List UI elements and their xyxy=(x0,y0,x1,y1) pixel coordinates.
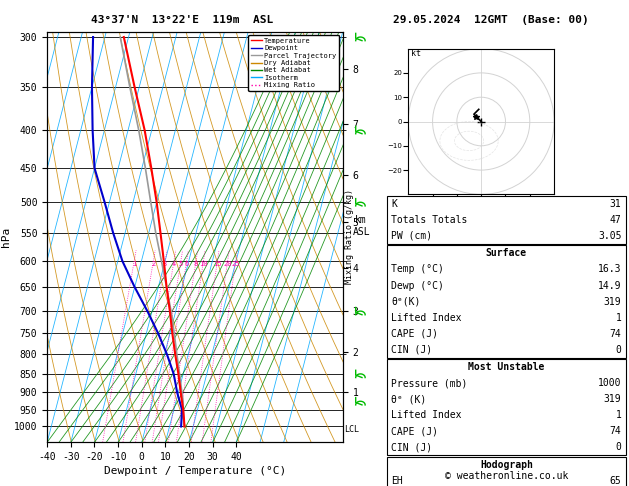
Text: kt: kt xyxy=(411,49,421,58)
Text: 1: 1 xyxy=(132,261,136,267)
Text: © weatheronline.co.uk: © weatheronline.co.uk xyxy=(445,471,568,481)
Text: 25: 25 xyxy=(231,261,240,267)
Text: 319: 319 xyxy=(604,296,621,307)
Text: 43°37'N  13°22'E  119m  ASL: 43°37'N 13°22'E 119m ASL xyxy=(91,15,274,25)
Text: θᵉ (K): θᵉ (K) xyxy=(391,394,426,404)
Text: 15: 15 xyxy=(213,261,221,267)
Text: Dewp (°C): Dewp (°C) xyxy=(391,280,444,291)
Text: 2: 2 xyxy=(151,261,155,267)
Text: 10: 10 xyxy=(199,261,208,267)
Text: CAPE (J): CAPE (J) xyxy=(391,426,438,436)
Text: Hodograph: Hodograph xyxy=(480,460,533,470)
Text: Temp (°C): Temp (°C) xyxy=(391,264,444,275)
Legend: Temperature, Dewpoint, Parcel Trajectory, Dry Adiabat, Wet Adiabat, Isotherm, Mi: Temperature, Dewpoint, Parcel Trajectory… xyxy=(248,35,339,91)
Text: 74: 74 xyxy=(610,329,621,339)
Y-axis label: hPa: hPa xyxy=(1,227,11,247)
Text: Most Unstable: Most Unstable xyxy=(468,362,545,372)
Text: 29.05.2024  12GMT  (Base: 00): 29.05.2024 12GMT (Base: 00) xyxy=(392,15,589,25)
Text: Lifted Index: Lifted Index xyxy=(391,410,462,420)
Text: 14.9: 14.9 xyxy=(598,280,621,291)
Y-axis label: km
ASL: km ASL xyxy=(352,215,370,237)
Text: 31: 31 xyxy=(610,199,621,209)
Text: 5: 5 xyxy=(179,261,183,267)
Text: 0: 0 xyxy=(616,345,621,355)
Text: K: K xyxy=(391,199,397,209)
Text: 65: 65 xyxy=(610,476,621,486)
Text: Surface: Surface xyxy=(486,248,527,259)
Text: 47: 47 xyxy=(610,215,621,225)
Text: 8: 8 xyxy=(194,261,198,267)
Text: CIN (J): CIN (J) xyxy=(391,442,432,452)
Text: 4: 4 xyxy=(172,261,176,267)
Text: 16.3: 16.3 xyxy=(598,264,621,275)
Text: CAPE (J): CAPE (J) xyxy=(391,329,438,339)
Text: 3.05: 3.05 xyxy=(598,231,621,241)
Text: 74: 74 xyxy=(610,426,621,436)
Text: Totals Totals: Totals Totals xyxy=(391,215,467,225)
Text: PW (cm): PW (cm) xyxy=(391,231,432,241)
Text: 319: 319 xyxy=(604,394,621,404)
Text: Mixing Ratio (g/kg): Mixing Ratio (g/kg) xyxy=(345,190,353,284)
Text: 1: 1 xyxy=(616,312,621,323)
Text: 20: 20 xyxy=(223,261,232,267)
Text: 1000: 1000 xyxy=(598,378,621,388)
Text: CIN (J): CIN (J) xyxy=(391,345,432,355)
Text: 6: 6 xyxy=(184,261,189,267)
X-axis label: Dewpoint / Temperature (°C): Dewpoint / Temperature (°C) xyxy=(104,466,286,476)
Text: Lifted Index: Lifted Index xyxy=(391,312,462,323)
Text: 0: 0 xyxy=(616,442,621,452)
Text: Pressure (mb): Pressure (mb) xyxy=(391,378,467,388)
Text: 3: 3 xyxy=(163,261,167,267)
Text: 1: 1 xyxy=(616,410,621,420)
Text: EH: EH xyxy=(391,476,403,486)
Text: θᵉ(K): θᵉ(K) xyxy=(391,296,421,307)
Text: LCL: LCL xyxy=(344,425,359,434)
